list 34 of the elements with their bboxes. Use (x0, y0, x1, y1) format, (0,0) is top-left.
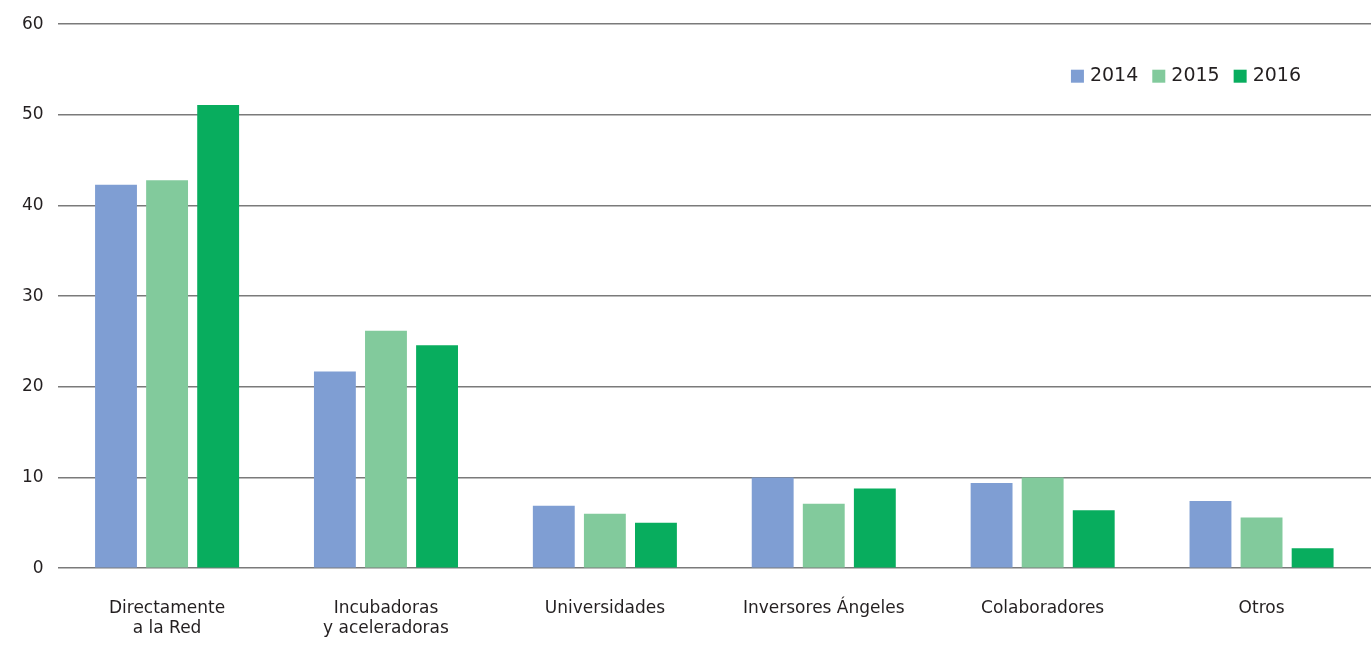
bar (365, 330, 407, 568)
y-tick-label: 10 (21, 465, 44, 486)
bar (583, 513, 626, 568)
legend-label: 2015 (1171, 63, 1220, 86)
bar (970, 482, 1013, 568)
bar (1291, 548, 1334, 568)
bar (853, 488, 896, 568)
x-tick-label: Directamente a la Red (108, 596, 226, 638)
y-tick-label: 20 (21, 375, 44, 396)
x-tick-label: Inversores Ángeles (742, 595, 905, 617)
bar (751, 477, 794, 568)
bar (1189, 501, 1232, 568)
legend-label: 2014 (1089, 63, 1139, 86)
y-tick-label: 50 (21, 103, 44, 124)
x-tick-label: Colaboradores (981, 596, 1105, 617)
y-tick-label: 40 (21, 193, 44, 214)
bar (1240, 517, 1283, 568)
bar (416, 345, 458, 568)
bar (1021, 477, 1064, 568)
bar (197, 104, 240, 568)
bar (146, 180, 189, 568)
bar (313, 371, 356, 568)
y-tick-label: 0 (32, 556, 44, 577)
y-tick-label: 30 (21, 284, 44, 305)
x-tick-label: Otros (1238, 596, 1285, 617)
x-tick-label: Universidades (544, 596, 666, 617)
legend-label: 2016 (1252, 63, 1302, 86)
bar (635, 522, 677, 568)
bar (1072, 510, 1115, 568)
bar (532, 505, 575, 568)
y-tick-label: 60 (21, 12, 44, 33)
x-tick-label: Incubadoras y aceleradoras (323, 596, 449, 638)
bar (95, 184, 137, 568)
bar (802, 503, 845, 568)
